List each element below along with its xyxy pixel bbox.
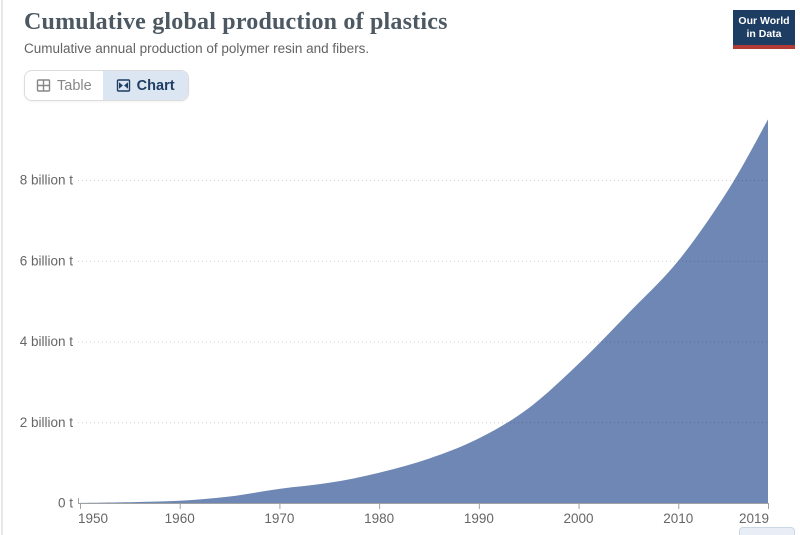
x-axis-label-2019: 2019 <box>739 511 769 526</box>
tab-chart[interactable]: Chart <box>102 71 188 100</box>
x-axis-label-1950: 1950 <box>78 511 108 526</box>
x-axis-label-1980: 1980 <box>364 511 394 526</box>
tab-chart-label: Chart <box>136 77 175 94</box>
cutoff-action-button[interactable] <box>739 527 795 535</box>
y-axis-label-0: 0 t <box>58 496 73 511</box>
x-axis-label-2010: 2010 <box>663 511 693 526</box>
view-tab-group: Table Chart <box>24 70 189 101</box>
page-left-border <box>1 0 3 535</box>
x-axis-label-2000: 2000 <box>564 511 594 526</box>
x-axis-label-1990: 1990 <box>464 511 494 526</box>
tab-table[interactable]: Table <box>25 71 103 100</box>
owid-logo-line1: Our World <box>738 15 790 27</box>
x-axis-label-1970: 1970 <box>264 511 294 526</box>
table-icon <box>36 78 51 93</box>
owid-logo-line2: in Data <box>746 28 782 40</box>
chart-icon <box>116 78 131 93</box>
y-axis-label-4: 4 billion t <box>20 334 74 349</box>
owid-logo[interactable]: Our World in Data <box>733 10 795 49</box>
area-series-world[interactable] <box>80 119 768 504</box>
x-axis-label-1960: 1960 <box>165 511 195 526</box>
y-axis-label-8: 8 billion t <box>20 173 74 188</box>
page-subtitle: Cumulative annual production of polymer … <box>24 41 370 56</box>
tab-table-label: Table <box>57 77 92 94</box>
y-axis-label-6: 6 billion t <box>20 253 74 268</box>
page-title: Cumulative global production of plastics <box>24 9 448 35</box>
y-axis-label-2: 2 billion t <box>20 415 74 430</box>
